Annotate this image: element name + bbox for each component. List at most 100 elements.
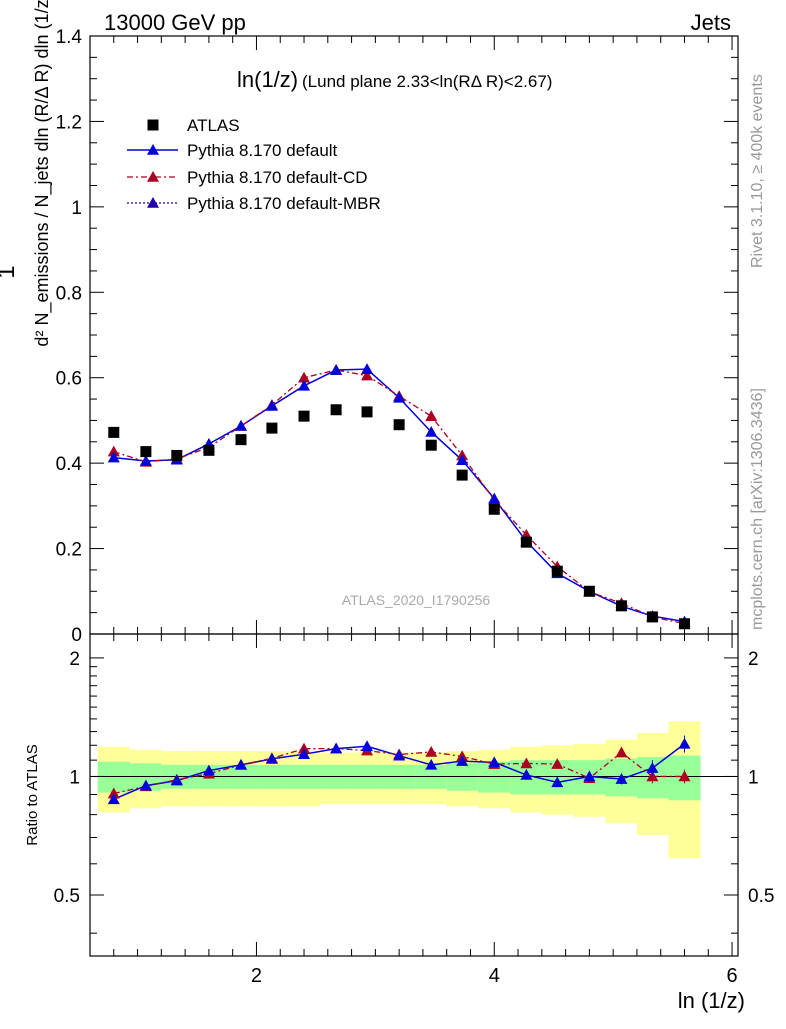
point-pythia-default xyxy=(139,455,152,466)
y-tick-label-ratio: 1 xyxy=(69,767,80,788)
point-atlas xyxy=(393,419,405,431)
y-tick-label-ratio: 0.5 xyxy=(54,886,80,907)
y-tick-label-top: 0.2 xyxy=(56,540,82,561)
series-line-pythia-default xyxy=(113,368,685,623)
legend-entry-label: Pythia 8.170 default-CD xyxy=(187,168,368,187)
ratio-panel: 2 4 6 0.5 0.5 1 1 2 2 xyxy=(54,633,774,987)
ratio-point-pythia-default xyxy=(330,742,343,754)
ratio-point-pythia-default xyxy=(583,770,596,782)
legend-marker-pythia-mbr xyxy=(147,197,159,208)
point-pythia-cd xyxy=(298,371,311,383)
ratio-point-pythia-cd xyxy=(298,742,311,754)
ratio-point-pythia-default xyxy=(235,758,248,770)
ylabel-one: 1 xyxy=(0,265,20,278)
watermark-analysis-id: ATLAS_2020_I1790256 xyxy=(342,592,491,608)
legend-entry-label: Pythia 8.170 default xyxy=(187,141,338,160)
y-tick-label-top: 1.2 xyxy=(56,112,82,133)
y-tick-label-top: 1 xyxy=(71,198,82,219)
ratio-point-pythia-default xyxy=(107,793,120,805)
header-energy-label: 13000 GeV pp xyxy=(104,10,246,35)
point-atlas xyxy=(678,618,690,630)
legend-entry-label: ATLAS xyxy=(187,116,240,135)
point-atlas xyxy=(235,434,247,446)
point-atlas xyxy=(108,426,120,438)
point-atlas xyxy=(615,600,627,612)
ylabel-top-text: d² N_emissions / N_jets dln (R/Δ R) dln … xyxy=(32,0,53,347)
point-pythia-default xyxy=(235,419,248,431)
y-tick-label-top: 0 xyxy=(71,625,82,646)
ratio-point-pythia-default xyxy=(678,737,691,749)
x-tick-label: 4 xyxy=(489,965,500,987)
header-jets-label: Jets xyxy=(691,10,731,35)
legend-marker-atlas xyxy=(147,119,159,131)
y-tick-label-ratio-right: 2 xyxy=(748,649,759,670)
point-pythia-default xyxy=(393,391,406,403)
ratio-point-pythia-cd xyxy=(551,758,564,769)
point-atlas xyxy=(551,565,563,577)
legend-marker-pythia-cd xyxy=(147,171,159,182)
legend-marker-pythia-default xyxy=(147,144,159,155)
y-tick-label-top: 1.4 xyxy=(56,27,83,48)
ratio-band-stat xyxy=(446,763,479,791)
ratio-point-pythia-cd xyxy=(520,757,533,769)
point-pythia-default xyxy=(107,451,120,463)
ratio-point-pythia-default xyxy=(393,749,406,761)
ylabel-ratio: Ratio to ATLAS xyxy=(24,744,41,845)
ratio-point-pythia-cd xyxy=(615,746,628,758)
point-pythia-default xyxy=(456,454,469,465)
point-atlas xyxy=(520,536,532,548)
point-atlas xyxy=(140,446,152,458)
ratio-point-pythia-default xyxy=(298,748,311,759)
y-tick-label-ratio-right: 1 xyxy=(748,767,759,788)
ratio-point-pythia-default xyxy=(139,779,152,791)
point-pythia-default xyxy=(488,492,501,504)
point-atlas xyxy=(298,410,310,422)
y-tick-label-top: 0.4 xyxy=(56,454,83,475)
point-pythia-default xyxy=(298,379,311,391)
ratio-point-pythia-cd xyxy=(107,787,120,799)
xlabel: ln (1/z) xyxy=(678,988,745,1013)
point-atlas xyxy=(646,611,658,623)
ratio-point-pythia-default xyxy=(170,774,183,786)
ratio-point-pythia-default xyxy=(425,758,438,770)
main-panel: 0 0.2 0.4 0.6 0.8 1 1.2 1.4 xyxy=(56,27,739,648)
ratio-point-pythia-cd xyxy=(678,770,691,782)
y-tick-label-top: 0.6 xyxy=(56,369,82,390)
series-line-pythia-cd xyxy=(113,369,685,625)
point-pythia-cd xyxy=(425,410,438,421)
y-tick-label-ratio-right: 0.5 xyxy=(748,886,774,907)
ratio-point-pythia-default xyxy=(265,752,278,764)
point-pythia-default xyxy=(265,399,278,411)
y-tick-label-ratio: 2 xyxy=(69,649,80,670)
point-atlas xyxy=(488,503,500,515)
plot-title-main: ln(1/z) xyxy=(237,67,298,92)
ratio-point-pythia-default xyxy=(551,776,564,788)
point-pythia-default xyxy=(425,425,438,437)
mcplots-source-label: mcplots.cern.ch [arXiv:1306.3436] xyxy=(749,388,766,630)
ratio-band-stat xyxy=(97,761,130,793)
point-pythia-cd xyxy=(361,369,374,381)
point-atlas xyxy=(583,585,595,597)
legend-entry-label: Pythia 8.170 default-MBR xyxy=(187,194,381,213)
point-pythia-cd xyxy=(107,445,120,457)
point-atlas xyxy=(361,406,373,418)
x-tick-label: 6 xyxy=(726,965,737,987)
y-axis-label-top: 1 xyxy=(0,265,20,278)
point-atlas xyxy=(203,444,215,456)
ratio-point-pythia-cd xyxy=(425,745,438,757)
ratio-point-pythia-default xyxy=(488,756,501,768)
ratio-frame xyxy=(89,633,739,957)
plot-title-sub: (Lund plane 2.33<ln(RΔ R)<2.67) xyxy=(302,72,552,91)
ratio-point-pythia-default xyxy=(646,762,659,773)
point-atlas xyxy=(330,404,342,416)
y-tick-label-top: 0.8 xyxy=(56,283,82,304)
x-tick-label: 2 xyxy=(251,965,262,987)
ratio-point-pythia-default xyxy=(202,764,215,776)
ratio-point-pythia-default xyxy=(615,773,628,784)
ratio-point-pythia-default xyxy=(520,768,533,780)
ratio-point-pythia-default xyxy=(361,740,374,752)
rivet-version-label: Rivet 3.1.10, ≥ 400k events xyxy=(749,74,766,268)
point-pythia-default xyxy=(330,364,343,375)
